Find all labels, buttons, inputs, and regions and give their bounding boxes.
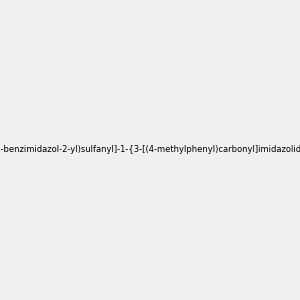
Text: 2-[(5-methoxy-1H-benzimidazol-2-yl)sulfanyl]-1-{3-[(4-methylphenyl)carbonyl]imid: 2-[(5-methoxy-1H-benzimidazol-2-yl)sulfa… [0, 146, 300, 154]
